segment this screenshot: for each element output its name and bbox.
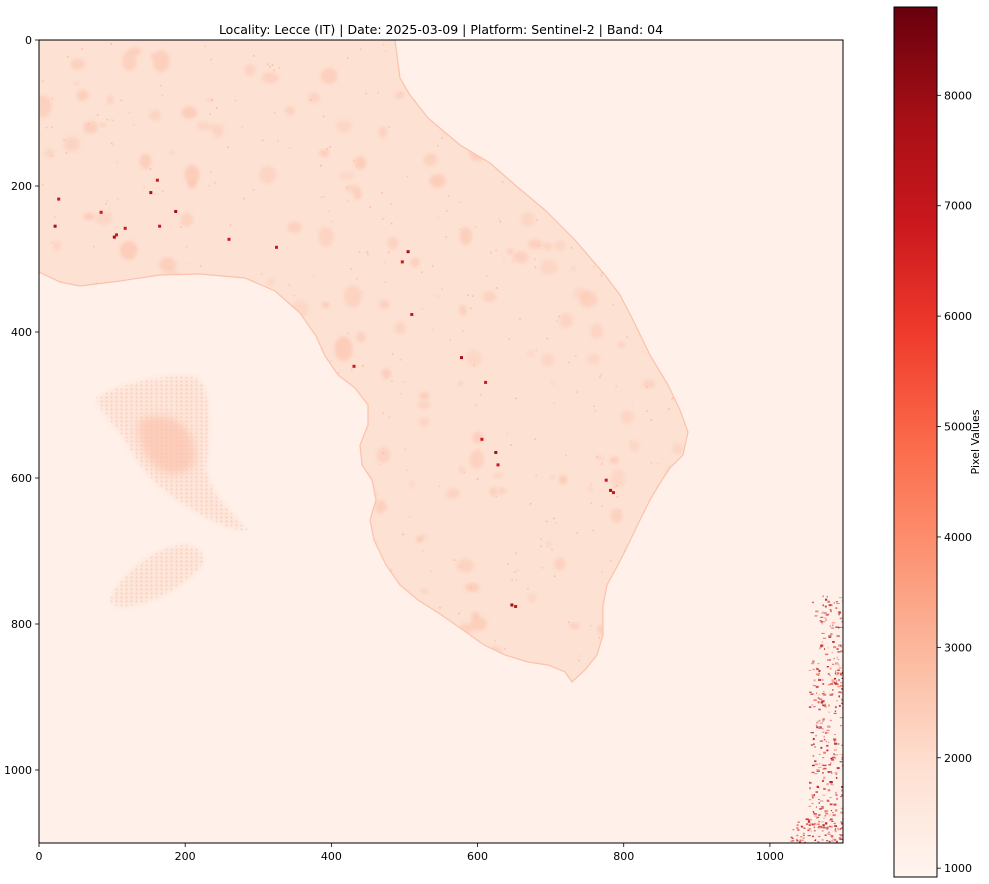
colorbar-gradient (894, 7, 937, 877)
y-tick-label: 1000 (4, 764, 32, 777)
x-tick-label: 800 (613, 850, 634, 863)
bright-pixel-layer (53, 178, 843, 843)
bright-pixel (53, 224, 57, 228)
bright-pixel (460, 356, 463, 360)
bright-pixel (514, 605, 518, 608)
y-tick-label: 0 (25, 34, 32, 47)
bright-pixel (57, 197, 61, 201)
y-tick-label: 800 (11, 618, 32, 631)
colorbar-label: Pixel Values (969, 409, 982, 474)
y-tick-label: 200 (11, 180, 32, 193)
bright-pixel (494, 451, 498, 454)
sea-features (96, 376, 248, 607)
colorbar-tick-label: 5000 (944, 421, 972, 434)
bright-pixel (604, 478, 608, 482)
y-tick-label: 400 (11, 326, 32, 339)
bright-pixel (123, 226, 127, 230)
colorbar-tick-label: 2000 (944, 752, 972, 765)
colorbar: 1000 2000 3000 4000 5000 6000 7000 8000 Pixel V… (893, 6, 982, 878)
colorbar-tick-label: 1000 (944, 862, 972, 875)
bright-pixel (275, 245, 278, 249)
bright-pixel (400, 260, 404, 264)
bright-pixel (406, 250, 410, 254)
bright-pixel (609, 488, 613, 492)
bright-pixel (112, 235, 116, 239)
plot-frame (38, 39, 844, 844)
bright-pixel (155, 178, 159, 182)
x-axis: 0 200 400 600 800 1000 (36, 843, 784, 863)
bright-pixel (612, 491, 615, 495)
bright-pixel (99, 210, 103, 214)
x-tick-label: 1000 (756, 850, 784, 863)
bright-pixel (352, 364, 356, 368)
bright-pixel (410, 313, 414, 316)
bright-pixel (158, 224, 162, 228)
x-tick-label: 0 (36, 850, 43, 863)
sea-bloom-texture-1 (110, 545, 204, 607)
x-tick-label: 400 (321, 850, 342, 863)
bright-pixel (480, 437, 484, 441)
bright-pixel (115, 233, 118, 237)
bright-pixel (496, 463, 500, 467)
colorbar-tick-label: 4000 (944, 531, 972, 544)
colorbar-frame (893, 6, 938, 878)
bright-pixel (227, 237, 231, 241)
x-tick-label: 200 (175, 850, 196, 863)
colorbar-tick-label: 3000 (944, 641, 972, 654)
colorbar-ticks: 1000 2000 3000 4000 5000 6000 7000 8000 (937, 89, 972, 875)
bright-pixel (484, 380, 488, 384)
colorbar-tick-label: 8000 (944, 89, 972, 102)
colorbar-tick-label: 7000 (944, 200, 972, 213)
y-axis: 0 200 400 600 800 1000 (4, 34, 39, 777)
x-tick-label: 600 (467, 850, 488, 863)
sea-bloom-core (138, 416, 196, 474)
bright-pixel (149, 191, 153, 195)
colorbar-tick-label: 6000 (944, 310, 972, 323)
land-mass (39, 40, 689, 683)
bright-pixel (174, 210, 178, 213)
bright-pixel (510, 603, 514, 607)
chart-title: Locality: Lecce (IT) | Date: 2025-03-09 … (219, 22, 663, 37)
image-plot-area (39, 40, 843, 843)
y-tick-label: 600 (11, 472, 32, 485)
